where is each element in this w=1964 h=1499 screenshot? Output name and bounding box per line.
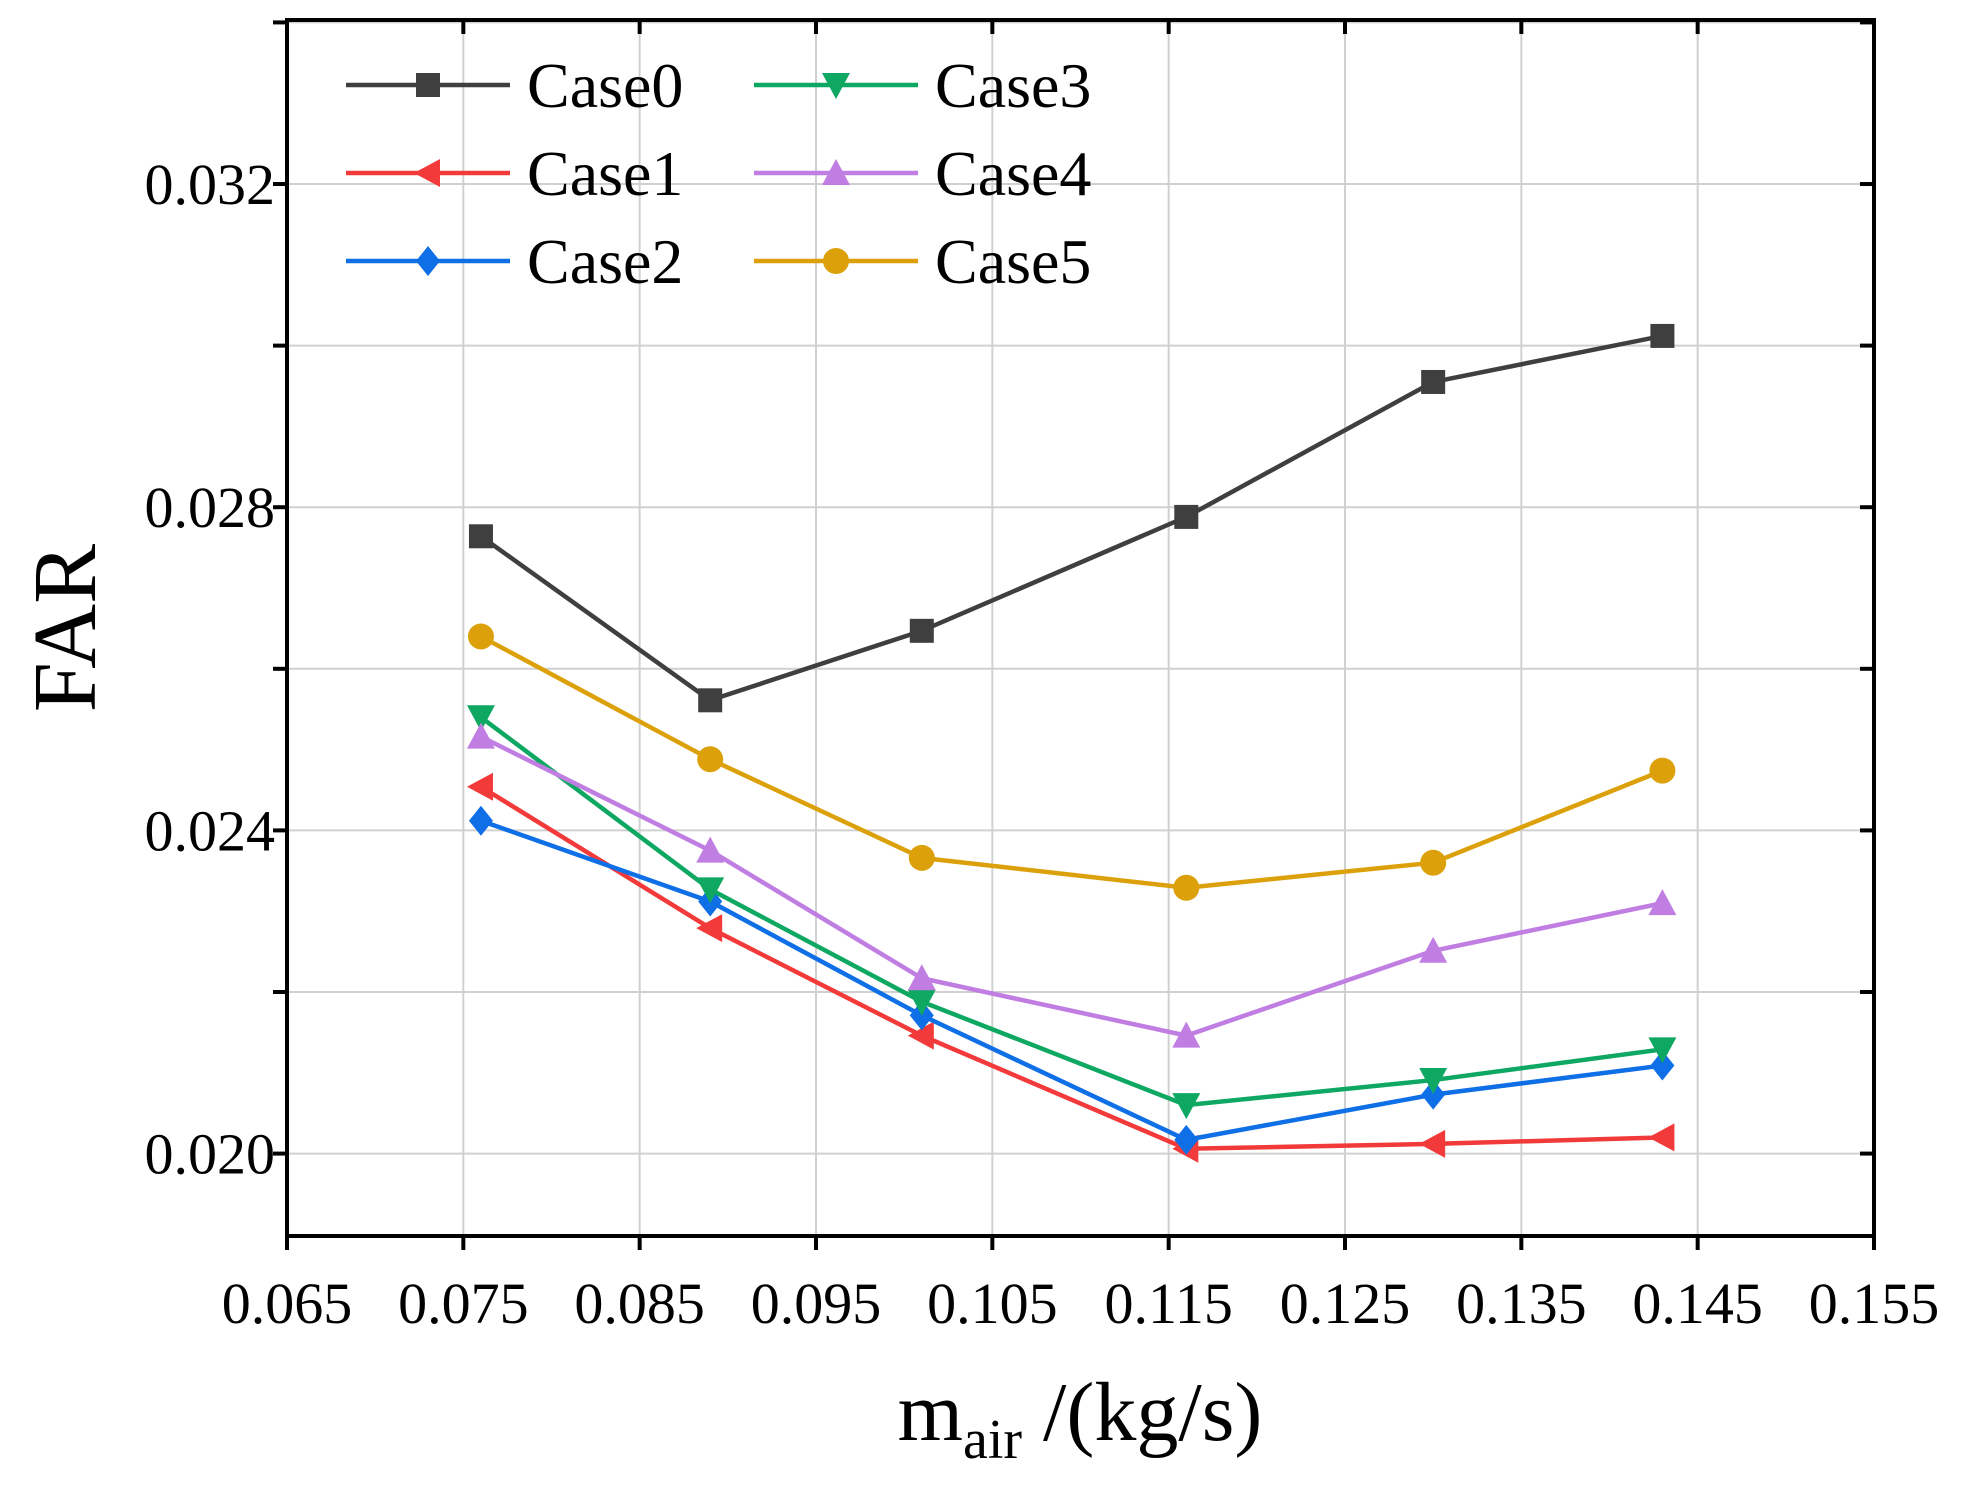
- y-axis-label: FAR: [16, 544, 115, 712]
- series-case2: [468, 805, 1675, 1155]
- marker-square: [698, 688, 723, 713]
- x-tick-label: 0.105: [927, 1271, 1058, 1336]
- marker-circle: [823, 248, 849, 274]
- marker-triangle-down: [822, 73, 850, 99]
- legend-item-case1: Case1: [346, 138, 683, 209]
- marker-triangle-down: [1648, 1037, 1677, 1064]
- marker-square: [1650, 323, 1675, 348]
- x-axis-label-main: m: [898, 1366, 963, 1459]
- y-tick-label: 0.028: [145, 475, 276, 540]
- legend-item-case2: Case2: [346, 226, 683, 297]
- series-line: [480, 818, 1663, 1143]
- legend: Case0 Case1 Case2 Case3 Case4 Case5: [346, 50, 1091, 297]
- x-tick-label: 0.115: [1104, 1271, 1232, 1336]
- series-line: [479, 784, 1663, 1151]
- marker-triangle-left: [1419, 1129, 1446, 1158]
- legend-item-case5: Case5: [754, 226, 1091, 297]
- series-case4: [466, 722, 1677, 1048]
- legend-label: Case1: [527, 138, 683, 209]
- marker-triangle-up: [907, 964, 936, 991]
- y-tick-label: 0.020: [145, 1122, 276, 1187]
- marker-triangle-up: [1419, 936, 1448, 963]
- x-axis-label-sub: air: [963, 1409, 1022, 1471]
- ticks: 0.065 0.075 0.085 0.095 0.105 0.115 0.125 0.135…: [145, 20, 1940, 1336]
- marker-triangle-down: [907, 989, 936, 1016]
- marker-triangle-down: [1172, 1093, 1201, 1120]
- marker-circle: [1173, 874, 1200, 901]
- series-case0: [468, 323, 1675, 713]
- marker-diamond: [1650, 1050, 1675, 1081]
- marker-circle: [1420, 849, 1447, 876]
- marker-triangle-down: [696, 877, 725, 904]
- legend-label: Case0: [527, 50, 683, 121]
- legend-label: Case5: [935, 226, 1091, 297]
- marker-triangle-left: [907, 1021, 934, 1050]
- marker-square: [468, 524, 493, 549]
- marker-diamond: [468, 805, 493, 836]
- series-line: [479, 734, 1663, 1038]
- marker-circle: [1649, 757, 1676, 784]
- x-axis-label: mair /(kg/s): [898, 1366, 1263, 1471]
- x-tick-label: 0.085: [574, 1271, 705, 1336]
- legend-label: Case4: [935, 138, 1091, 209]
- marker-circle: [467, 623, 494, 650]
- marker-triangle-up: [1648, 889, 1677, 916]
- x-tick-label: 0.075: [398, 1271, 529, 1336]
- marker-triangle-up: [466, 722, 495, 749]
- x-tick-label: 0.145: [1632, 1271, 1763, 1336]
- marker-triangle-left: [696, 914, 723, 943]
- series-case3: [466, 705, 1677, 1120]
- series-line: [479, 634, 1664, 891]
- x-tick-label: 0.065: [222, 1271, 353, 1336]
- marker-square: [416, 73, 440, 97]
- marker-circle: [908, 844, 935, 871]
- marker-triangle-left: [1648, 1123, 1675, 1152]
- series-line: [479, 333, 1663, 703]
- legend-item-case3: Case3: [754, 50, 1091, 121]
- marker-triangle-down: [1419, 1068, 1448, 1095]
- marker-circle: [697, 746, 724, 773]
- series-line: [479, 715, 1663, 1108]
- marker-diamond: [1421, 1079, 1446, 1110]
- y-tick-label: 0.032: [145, 152, 276, 217]
- x-tick-label: 0.095: [751, 1271, 882, 1336]
- x-tick-label: 0.135: [1456, 1271, 1587, 1336]
- marker-square: [1174, 504, 1199, 529]
- series-layer: [466, 323, 1677, 1163]
- legend-label: Case3: [935, 50, 1091, 121]
- series-case5: [467, 623, 1676, 901]
- legend-item-case4: Case4: [754, 138, 1091, 209]
- marker-diamond: [1174, 1124, 1199, 1155]
- marker-square: [1421, 369, 1446, 394]
- x-tick-label: 0.125: [1280, 1271, 1411, 1336]
- x-tick-label: 0.155: [1809, 1271, 1940, 1336]
- x-axis-label-unit: /(kg/s): [1022, 1366, 1262, 1459]
- marker-triangle-up: [696, 836, 725, 863]
- marker-diamond: [416, 246, 440, 276]
- y-tick-label: 0.024: [145, 798, 276, 863]
- legend-label: Case2: [527, 226, 683, 297]
- marker-triangle-left: [414, 159, 440, 187]
- marker-square: [909, 618, 934, 643]
- marker-triangle-up: [822, 159, 850, 185]
- marker-triangle-left: [466, 772, 493, 801]
- plot-frame: [285, 18, 1876, 1238]
- marker-triangle-down: [466, 705, 495, 732]
- marker-triangle-up: [1172, 1021, 1201, 1048]
- legend-item-case0: Case0: [346, 50, 683, 121]
